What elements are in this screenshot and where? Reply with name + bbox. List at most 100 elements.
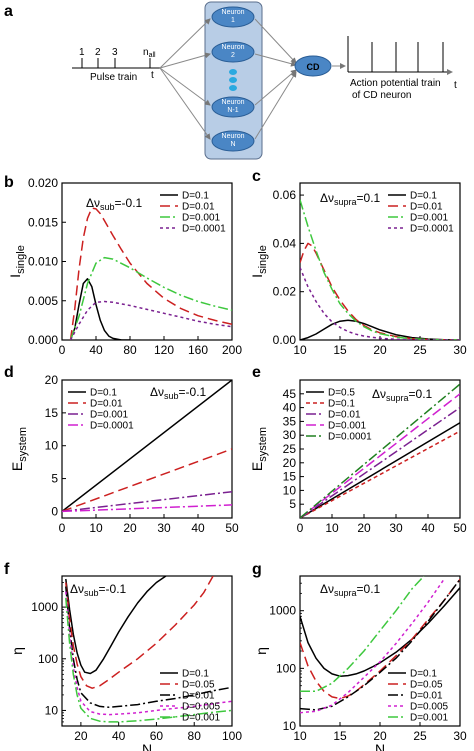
- panel-label-f: f: [4, 561, 10, 578]
- legend-label: D=0.0001: [90, 421, 134, 432]
- annotation-value: =-0.1: [179, 385, 207, 399]
- annotation-sub: supra: [334, 197, 357, 207]
- chart-panel-f: f 20 40 60 80 100101001000ηNΔνsub=-0.1D=0.1D…: [4, 561, 242, 751]
- x-tick-label: 30: [389, 521, 403, 535]
- schematic: a 1 2 3 nall t Pulse train Neuron 1 Neur…: [4, 1, 457, 160]
- y-axis-label: η: [253, 647, 269, 655]
- x-tick-label: 50: [225, 521, 239, 535]
- legend-label: D=0.5: [328, 388, 355, 399]
- legend-label: D=0.001: [328, 421, 367, 432]
- legend-label: D=0.01: [410, 202, 443, 213]
- y-axis-label: η: [9, 647, 25, 655]
- y-tick-label: 15: [45, 406, 59, 420]
- y-tick-label: 1000: [269, 604, 296, 618]
- x-tick-label: 40: [421, 521, 435, 535]
- output-t-label: t: [454, 80, 457, 91]
- y-tick-label: 0.04: [273, 236, 297, 250]
- legend-label: D=0.01: [328, 410, 361, 421]
- output-label-line2: of CD neuron: [352, 90, 411, 101]
- neuron-node: [211, 130, 255, 152]
- y-tick-label: 35: [283, 414, 297, 428]
- series-line-D=0.005: [65, 591, 232, 716]
- series-line-D=0.01: [62, 448, 232, 513]
- legend-label: D=0.1: [410, 669, 437, 680]
- annotation-symbol: Δν: [320, 191, 334, 205]
- y-axis-label: Esystem: [249, 427, 269, 471]
- panel-label-b: b: [4, 174, 14, 191]
- y-tick-label: 30: [283, 428, 297, 442]
- neuron-label: Neuron: [222, 99, 245, 106]
- y-tick-label: 0: [51, 504, 58, 518]
- cd-label: CD: [307, 62, 320, 72]
- chart-panel-g: g 10 15 20 25 30101001000ηNΔνsupra=0.1D=0.1D…: [252, 561, 467, 751]
- series-line-D=0.001: [300, 393, 460, 518]
- neuron-node: [211, 41, 255, 63]
- input-arrow: [159, 67, 211, 106]
- y-tick-label: 40: [283, 401, 297, 415]
- output-arrow: [254, 69, 297, 106]
- series-line-D=0.5: [300, 422, 460, 518]
- legend-label: D=0.1: [182, 669, 209, 680]
- legend-label: D=0.001: [410, 213, 449, 224]
- x-axis-label: N: [142, 741, 152, 751]
- pulse-t-label: t: [151, 70, 154, 81]
- annotation-symbol: Δν: [70, 582, 84, 596]
- y-tick-label: 0.00: [273, 333, 297, 347]
- neuron-label: Neuron: [222, 9, 245, 16]
- x-tick-label: 25: [413, 343, 427, 357]
- x-tick-label: 30: [157, 521, 171, 535]
- output-arrow: [254, 53, 297, 67]
- neuron-label: Neuron: [222, 133, 245, 140]
- neuron-index: N-1: [227, 107, 238, 114]
- series-line-D=0.1: [300, 587, 460, 677]
- y-tick-label: 0.010: [28, 255, 58, 269]
- input-arrow: [159, 18, 211, 69]
- annotation-symbol: Δν: [86, 196, 100, 210]
- series-line-D=0.05: [65, 576, 214, 689]
- y-tick-label: 100: [38, 652, 58, 666]
- input-arrow: [159, 52, 211, 69]
- annotation-value: =0.1: [357, 582, 381, 596]
- y-tick-label: 45: [283, 387, 297, 401]
- x-tick-label: 40: [112, 729, 126, 743]
- y-tick-label: 15: [283, 470, 297, 484]
- y-tick-label: 20: [45, 373, 59, 387]
- annotation-symbol: Δν: [372, 387, 386, 401]
- series-line-D=0.01: [300, 242, 460, 340]
- y-tick-label: 0.02: [273, 285, 297, 299]
- y-axis-label: Esystem: [9, 427, 29, 471]
- neuron-index: 1: [231, 17, 235, 24]
- output-label-line1: Action potential train: [350, 78, 441, 89]
- x-axis-label: N: [375, 741, 385, 751]
- y-tick-label: 5: [51, 472, 58, 486]
- x-tick-label: 10: [325, 521, 339, 535]
- annotation-sub: sub: [164, 391, 179, 401]
- y-tick-label: 0.020: [28, 176, 58, 190]
- x-tick-label: 10: [293, 729, 307, 743]
- x-tick-label: 80: [188, 729, 202, 743]
- x-tick-label: 30: [453, 729, 467, 743]
- plot-frame: [61, 575, 233, 727]
- x-tick-label: 20: [357, 521, 371, 535]
- x-tick-label: 100: [222, 729, 242, 743]
- annotation-symbol: Δν: [150, 385, 164, 399]
- series-line-D=0.1: [69, 278, 130, 340]
- x-tick-label: 20: [373, 729, 387, 743]
- pulse-number-2: 2: [95, 47, 101, 58]
- series-line-D=0.0001: [300, 267, 460, 340]
- x-tick-label: 80: [123, 343, 137, 357]
- annotation-sub: supra: [334, 588, 357, 598]
- y-tick-label: 25: [283, 442, 297, 456]
- series-line-D=0.0001: [62, 504, 232, 513]
- x-tick-label: 20: [123, 521, 137, 535]
- y-tick-label: 10: [283, 483, 297, 497]
- ellipsis-dot: [229, 85, 237, 91]
- y-axis-label-sub: single: [257, 245, 269, 274]
- plot-frame: [61, 379, 233, 519]
- y-tick-label: 10: [283, 719, 297, 733]
- legend-label: D=0.01: [90, 399, 123, 410]
- x-tick-label: 0: [59, 521, 66, 535]
- legend-label: D=0.01: [410, 691, 443, 702]
- x-tick-label: 120: [154, 343, 174, 357]
- x-tick-label: 30: [453, 343, 467, 357]
